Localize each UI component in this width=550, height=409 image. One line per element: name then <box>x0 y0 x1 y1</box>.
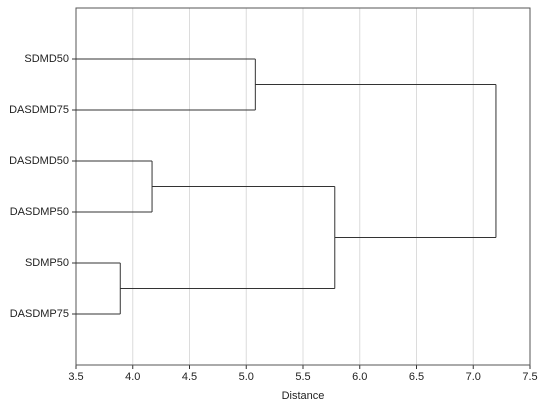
x-tick-label: 7.5 <box>522 371 537 383</box>
x-tick-label: 6.0 <box>352 371 367 383</box>
leaf-label: SDMP50 <box>25 257 69 269</box>
x-tick-label: 3.5 <box>68 371 83 383</box>
x-axis-label: Distance <box>282 390 325 402</box>
leaf-label: DASDMD50 <box>9 155 69 167</box>
x-tick-label: 4.5 <box>182 371 197 383</box>
x-tick-label: 5.0 <box>239 371 254 383</box>
leaf-label: SDMD50 <box>24 53 69 65</box>
leaf-label: DASDMP50 <box>10 206 69 218</box>
leaf-label: DASDMD75 <box>9 104 69 116</box>
x-tick-label: 7.0 <box>466 371 481 383</box>
x-tick-label: 6.5 <box>409 371 424 383</box>
plot-frame <box>75 7 531 366</box>
leaf-label: DASDMP75 <box>10 308 69 320</box>
x-tick-label: 5.5 <box>295 371 310 383</box>
x-tick-label: 4.0 <box>125 371 140 383</box>
